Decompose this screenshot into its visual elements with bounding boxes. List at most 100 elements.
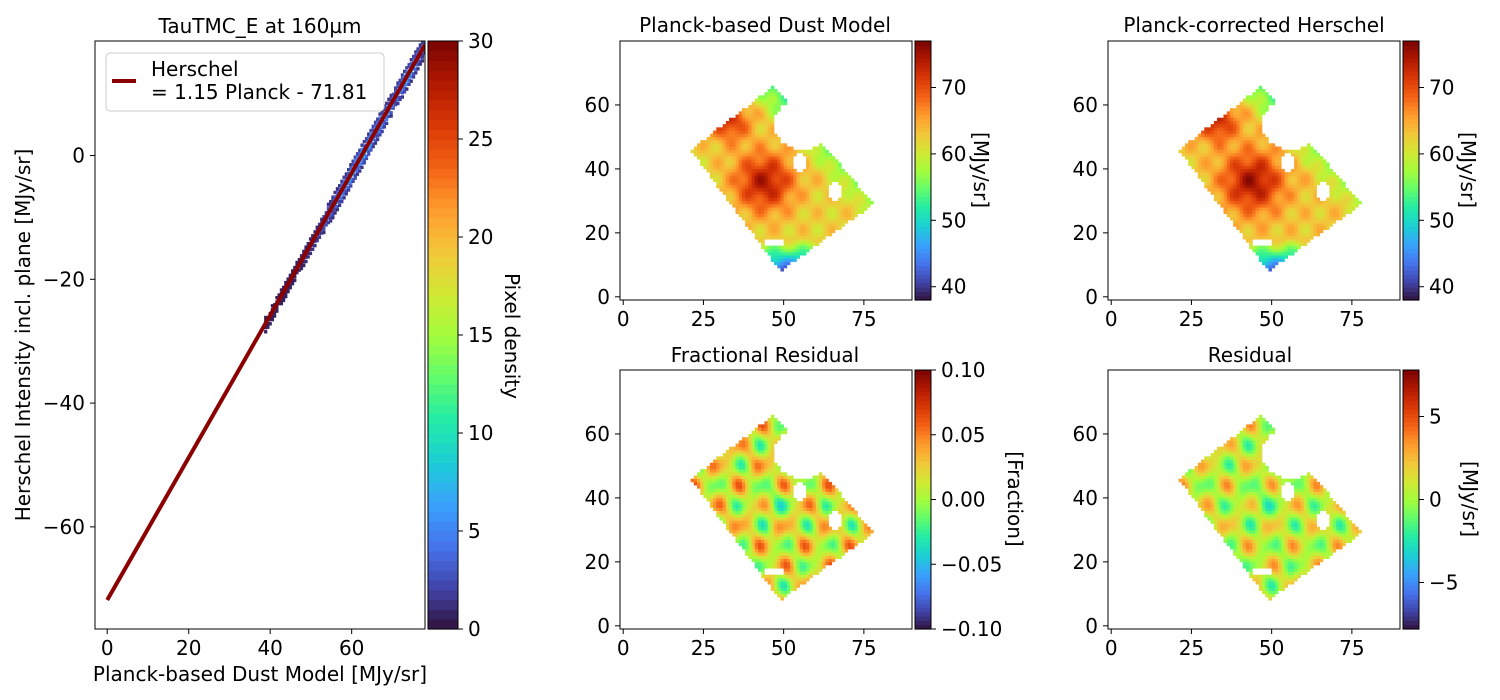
frac-residual-pixel <box>770 443 775 448</box>
frac-residual-pixel <box>751 465 756 470</box>
frac-residual-pixel <box>754 472 759 476</box>
frac-residual-pixel <box>780 574 784 579</box>
frac-residual-pixel <box>722 472 727 476</box>
dust-model-pixel <box>700 152 704 157</box>
frac-residual-pixel <box>815 526 820 531</box>
density-bin <box>387 110 391 114</box>
dust-model-pixel <box>828 181 833 186</box>
scatter-x-tick-label: 0 <box>101 636 114 660</box>
corrected-pixel <box>1290 245 1295 250</box>
frac-residual-pixel <box>754 433 759 438</box>
corrected-pixel <box>1226 168 1231 173</box>
corrected-pixel <box>1258 175 1263 179</box>
dust-model-pixel <box>770 146 775 151</box>
corrected-pixel <box>1245 149 1250 154</box>
dust-model-pixel <box>719 140 723 144</box>
dust-model-pixel <box>834 168 839 173</box>
corrected-pixel <box>1229 133 1234 138</box>
corrected-pixel <box>1242 136 1247 141</box>
frac-residual-pixel <box>764 529 768 534</box>
dust-model-pixel <box>741 191 746 195</box>
density-bin <box>340 196 344 200</box>
frac-residual-pixel <box>828 526 833 531</box>
dust-model-pixel <box>783 213 788 218</box>
dust-model-pixel <box>741 156 746 160</box>
frac-residual-pixel <box>713 475 717 480</box>
dust-model-pixel <box>767 156 772 160</box>
frac-residual-pixel <box>767 561 772 566</box>
corrected-pixel <box>1213 159 1218 163</box>
dust-model-pixel <box>764 146 768 151</box>
dust-model-pixel <box>822 223 826 227</box>
dust-model-pixel <box>716 162 720 167</box>
dust-model-pixel <box>815 213 820 218</box>
corrected-pixel <box>1281 258 1285 262</box>
corrected-pixel <box>1220 194 1224 198</box>
frac-residual-pixel <box>761 517 765 521</box>
density-bin <box>414 50 418 54</box>
corrected-pixel <box>1274 191 1279 195</box>
dust-model-pixel <box>774 236 778 240</box>
dust-model-pixel <box>815 178 820 182</box>
density-bin <box>391 106 395 110</box>
frac-residual-pixel <box>751 459 756 464</box>
dust-model-pixel <box>761 172 765 176</box>
corrected-pixel <box>1339 216 1343 221</box>
corrected-pixel <box>1303 156 1308 160</box>
corrected-pixel <box>1197 168 1202 173</box>
corrected-pixel <box>1252 168 1256 173</box>
corrected-pixel <box>1287 207 1292 211</box>
frac-residual-pixel <box>825 513 829 518</box>
dust-model-pixel <box>854 194 858 198</box>
frac-residual-pixel <box>818 565 823 569</box>
corrected-pixel <box>1303 188 1308 192</box>
density-bin <box>394 86 398 90</box>
dust-model-pixel <box>790 255 794 259</box>
corrected-pixel <box>1262 111 1266 115</box>
frac-residual-pixel <box>745 539 749 543</box>
corrected-pixel <box>1316 226 1321 230</box>
dust-model-pixel <box>777 104 781 109</box>
corrected-colorbar-step <box>1403 170 1419 176</box>
corrected-pixel <box>1191 156 1195 160</box>
corrected-pixel <box>1300 156 1305 160</box>
corrected-pixel <box>1290 226 1295 230</box>
frac-residual-pixel <box>790 478 794 483</box>
dust-model-pixel <box>818 184 823 189</box>
corrected-pixel <box>1274 232 1279 237</box>
corrected-pixel <box>1329 191 1333 195</box>
corrected-pixel <box>1319 200 1324 205</box>
dust-model-pixel <box>847 207 852 211</box>
dust-model-pixel <box>770 210 775 214</box>
frac-residual-pixel <box>761 494 765 499</box>
frac-residual-pixel <box>825 488 829 492</box>
dust-model-pixel <box>751 220 756 224</box>
corrected-pixel <box>1281 210 1285 214</box>
dust-model-pixel <box>841 213 845 218</box>
corrected-pixel <box>1271 197 1276 202</box>
frac-residual-pixel <box>806 571 810 575</box>
frac-residual-pixel <box>767 504 772 508</box>
dust-model-pixel <box>851 178 855 182</box>
corrected-pixel <box>1201 178 1205 182</box>
corrected-pixel <box>1342 213 1346 218</box>
frac-residual-pixel <box>748 523 752 527</box>
dust-model-pixel <box>761 114 765 119</box>
corrected-pixel <box>1316 210 1321 214</box>
corrected-pixel <box>1271 242 1276 246</box>
frac-residual-pixel <box>732 523 736 527</box>
corrected-pixel <box>1265 226 1269 230</box>
dust-model-pixel <box>767 168 772 173</box>
dust-model-pixel <box>767 229 772 234</box>
corrected-pixel <box>1245 229 1250 234</box>
dust-model-pixel <box>738 124 743 128</box>
corrected-pixel <box>1239 165 1244 170</box>
dust-model-pixel <box>780 152 784 157</box>
frac-residual-pixel <box>706 497 711 502</box>
dust-model-pixel <box>774 133 778 138</box>
corrected-pixel <box>1210 152 1215 157</box>
dust-model-pixel <box>735 165 740 170</box>
dust-model-pixel <box>713 140 717 144</box>
frac-residual-pixel <box>761 571 765 575</box>
frac-residual-pixel <box>796 584 800 588</box>
